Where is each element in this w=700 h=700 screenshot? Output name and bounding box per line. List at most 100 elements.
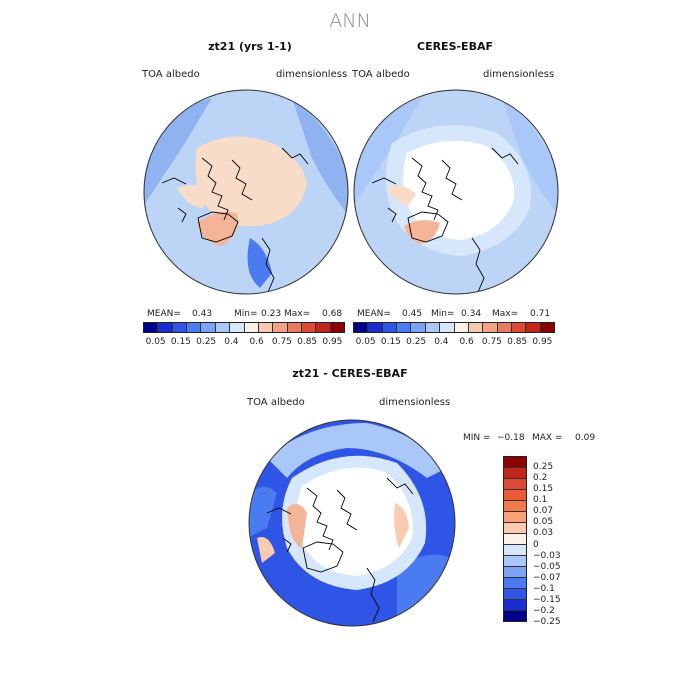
figure-title: ANN bbox=[329, 10, 371, 32]
colorbar-difference-tick-label: −0.03 bbox=[533, 550, 561, 561]
colorbar-difference-tick-label: 0.03 bbox=[533, 528, 554, 539]
colorbar-obs-tick-label: 0.25 bbox=[406, 337, 427, 347]
colorbar-difference-tick-label: −0.07 bbox=[533, 572, 561, 583]
diff-max-label: MAX = bbox=[532, 433, 563, 443]
diff-panel-units: dimensionless bbox=[379, 397, 451, 408]
panel-title-model: zt21 (yrs 1-1) bbox=[208, 40, 292, 53]
colorbar-model bbox=[143, 322, 345, 333]
colorbar-difference-swatch bbox=[504, 457, 526, 468]
colorbar-obs-swatch bbox=[411, 323, 426, 332]
colorbar-model-tick-label: 0.6 bbox=[249, 337, 264, 347]
colorbar-obs-tick-label: 0.85 bbox=[507, 337, 528, 347]
colorbar-obs-tick-label: 0.05 bbox=[355, 337, 376, 347]
colorbar-obs-tick-label: 0.95 bbox=[532, 337, 553, 347]
colorbar-obs-swatch bbox=[397, 323, 412, 332]
colorbar-difference-tick-label: 0.25 bbox=[533, 462, 554, 473]
colorbar-obs-swatch bbox=[483, 323, 498, 332]
colorbar-difference-swatch bbox=[504, 567, 526, 578]
polar-map-obs bbox=[353, 89, 559, 295]
colorbar-obs-swatch bbox=[497, 323, 512, 332]
colorbar-model-swatch bbox=[273, 323, 288, 332]
colorbar-difference-tick-label: −0.1 bbox=[533, 583, 555, 594]
colorbar-difference bbox=[503, 456, 527, 622]
panel-units-model: dimensionless bbox=[276, 69, 348, 80]
colorbar-model-tick-label: 0.05 bbox=[145, 337, 166, 347]
colorbar-difference-swatch bbox=[504, 523, 526, 534]
panel-units-obs: dimensionless bbox=[483, 69, 555, 80]
colorbar-model-tick-label: 0.15 bbox=[170, 337, 191, 347]
colorbar-difference-tick-label: −0.05 bbox=[533, 561, 561, 572]
colorbar-difference-tick-label: −0.25 bbox=[533, 617, 561, 627]
colorbar-model-swatch bbox=[301, 323, 317, 332]
colorbar-obs-tick-label: 0.4 bbox=[434, 337, 449, 347]
colorbar-obs-swatch bbox=[440, 323, 455, 332]
colorbar-model-tick-label: 0.95 bbox=[322, 337, 343, 347]
colorbar-difference-tick-label: 0.07 bbox=[533, 506, 554, 517]
stat-min-label-model: Min= bbox=[234, 309, 258, 319]
colorbar-model-swatch bbox=[172, 323, 188, 332]
colorbar-difference-swatch bbox=[504, 578, 526, 589]
colorbar-obs-swatch bbox=[454, 323, 469, 332]
diff-min: −0.18 bbox=[497, 433, 525, 443]
colorbar-model-swatch bbox=[230, 323, 245, 332]
stat-max-model: 0.68 bbox=[322, 309, 343, 319]
colorbar-difference-swatch bbox=[504, 556, 526, 567]
colorbar-obs-swatch bbox=[540, 323, 555, 332]
colorbar-obs-swatch bbox=[382, 323, 398, 332]
colorbar-model-swatch bbox=[201, 323, 216, 332]
colorbar-model-swatch bbox=[287, 323, 302, 332]
stat-min-label-obs: Min= bbox=[431, 309, 455, 319]
stat-min-obs: 0.34 bbox=[461, 309, 482, 319]
colorbar-difference-swatch bbox=[504, 501, 526, 512]
colorbar-model-tick-label: 0.25 bbox=[196, 337, 217, 347]
colorbar-obs-swatch bbox=[354, 323, 369, 332]
colorbar-model-swatch bbox=[158, 323, 173, 332]
colorbar-model-swatch bbox=[215, 323, 231, 332]
polar-map-model bbox=[143, 89, 349, 295]
colorbar-obs-tick-label: 0.6 bbox=[459, 337, 474, 347]
colorbar-difference-swatch bbox=[504, 600, 526, 611]
colorbar-model-swatch bbox=[258, 323, 274, 332]
diff-max: 0.09 bbox=[575, 433, 596, 443]
colorbar-obs-swatch bbox=[526, 323, 541, 332]
colorbar-difference-tick-label: −0.15 bbox=[533, 594, 561, 605]
colorbar-difference-swatch bbox=[504, 545, 526, 556]
colorbar-difference-tick-label: −0.2 bbox=[533, 605, 555, 616]
colorbar-obs bbox=[353, 322, 555, 333]
colorbar-obs-tick-label: 0.75 bbox=[481, 337, 502, 347]
stat-mean-obs: 0.45 bbox=[402, 309, 423, 319]
colorbar-obs-swatch bbox=[425, 323, 441, 332]
colorbar-obs-tick-label: 0.15 bbox=[380, 337, 401, 347]
colorbar-model-swatch bbox=[316, 323, 331, 332]
colorbar-model-swatch bbox=[244, 323, 259, 332]
colorbar-difference-swatch bbox=[504, 468, 526, 479]
colorbar-model-tick-label: 0.4 bbox=[224, 337, 239, 347]
panel-variable-obs: TOA albedo bbox=[352, 69, 410, 80]
colorbar-difference-swatch bbox=[504, 534, 526, 545]
colorbar-obs-swatch bbox=[468, 323, 484, 332]
polar-map-difference bbox=[248, 419, 456, 627]
colorbar-difference-swatch bbox=[504, 479, 526, 490]
colorbar-difference-swatch bbox=[504, 611, 526, 621]
colorbar-model-swatch bbox=[187, 323, 202, 332]
colorbar-difference-tick-label: 0 bbox=[533, 539, 539, 550]
colorbar-difference-swatch bbox=[504, 589, 526, 600]
colorbar-obs-swatch bbox=[368, 323, 383, 332]
colorbar-obs-swatch bbox=[511, 323, 527, 332]
colorbar-model-tick-label: 0.85 bbox=[297, 337, 318, 347]
stat-max-label-model: Max= bbox=[284, 309, 311, 319]
stat-min-model: 0.23 bbox=[261, 309, 282, 319]
colorbar-difference-tick-label: 0.2 bbox=[533, 473, 548, 484]
stat-max-label-obs: Max= bbox=[492, 309, 519, 319]
stat-mean-model: 0.43 bbox=[192, 309, 213, 319]
colorbar-difference-tick-label: 0.1 bbox=[533, 495, 548, 506]
diff-min-label: MIN = bbox=[463, 433, 491, 443]
colorbar-difference-swatch bbox=[504, 490, 526, 501]
stat-mean-label-obs: MEAN= bbox=[357, 309, 391, 319]
stat-max-obs: 0.71 bbox=[530, 309, 551, 319]
panel-variable-model: TOA albedo bbox=[142, 69, 200, 80]
colorbar-model-swatch bbox=[330, 323, 345, 332]
panel-title-obs: CERES-EBAF bbox=[417, 40, 493, 53]
colorbar-difference-swatch bbox=[504, 512, 526, 523]
colorbar-difference-tick-label: 0.05 bbox=[533, 517, 554, 528]
